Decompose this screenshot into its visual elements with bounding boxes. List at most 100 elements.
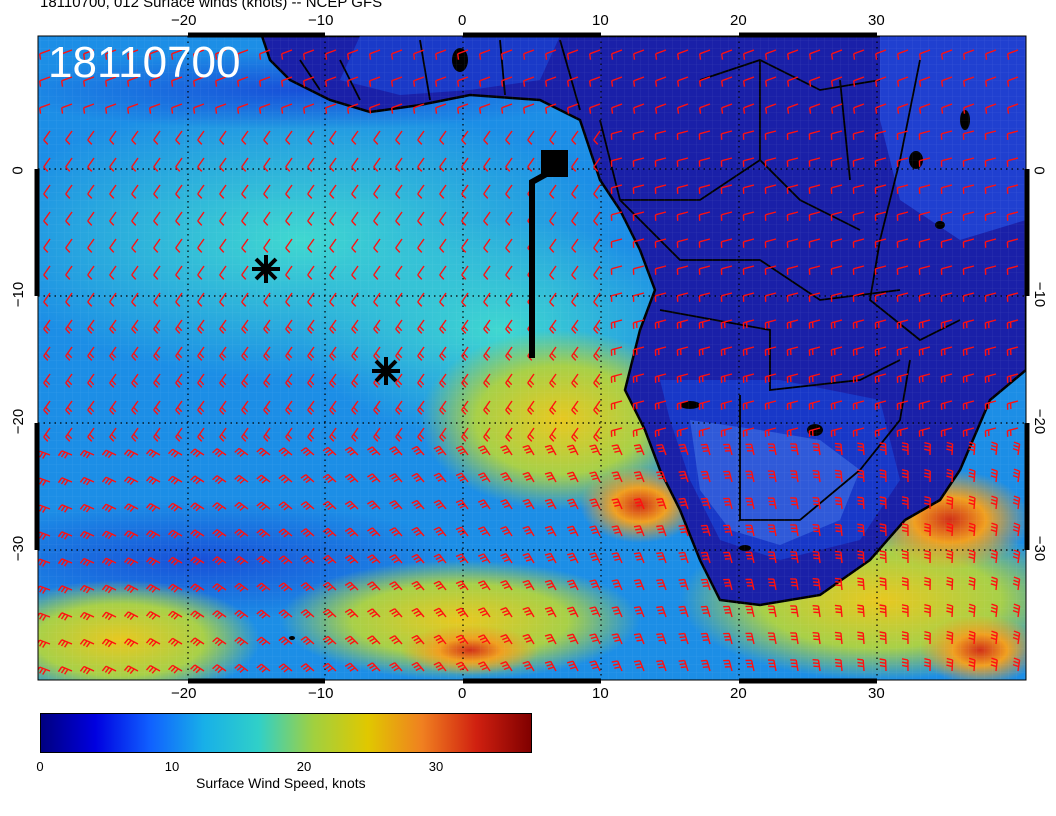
wind-barb [237,49,249,60]
wind-barb [656,498,667,510]
wind-barb [549,400,557,415]
wind-barb [830,238,843,248]
wind-barb [852,265,865,275]
wind-barb [567,606,579,618]
wind-barb [351,400,359,415]
wind-barb [812,497,821,510]
wind-barb [478,499,491,510]
wind-barb [197,346,205,361]
wind-barb [439,346,447,361]
wind-barb [610,346,623,356]
wind-barb [219,265,227,280]
wind-barb [281,103,293,114]
wind-barb [611,471,623,483]
wind-barb [57,504,73,513]
wind-barb [87,265,95,280]
wind-barb [461,238,469,253]
wind-barb [897,103,909,114]
wind-barb [698,292,711,302]
wind-barb [433,634,447,645]
wind-barb [874,346,887,356]
wind-barb [171,103,183,114]
wind-barb [329,292,337,307]
wind-barb [632,346,645,356]
wind-barb [237,103,249,114]
wind-barb [830,400,843,410]
wind-barb [896,265,909,275]
wind-barb [633,606,645,618]
wind-barb [389,554,403,564]
wind-barb [175,184,183,199]
wind-barb [940,373,953,383]
wind-barb [632,400,645,410]
wind-barb [593,427,601,442]
wind-barb [830,427,843,437]
wind-barb [505,130,513,145]
wind-barb [678,632,689,645]
wind-barb [633,49,645,60]
wind-barb [79,584,95,594]
wind-barb [990,468,998,483]
wind-barb [123,638,139,648]
wind-barb [857,550,865,564]
wind-barb [344,473,359,483]
wind-barb [395,211,403,226]
wind-barb [417,373,425,388]
wind-barb [433,526,447,537]
wind-barb [79,638,95,648]
wind-barb [676,373,689,383]
wind-barb [879,658,887,672]
wind-barb [940,346,953,356]
wind-barb [439,292,447,307]
wind-barb [101,449,117,459]
wind-barb [745,470,755,483]
wind-barb [109,373,117,388]
wind-barb [373,400,381,415]
wind-barb [285,427,293,442]
wind-barb [219,292,227,307]
wind-barb [611,660,623,672]
wind-barb [500,526,513,537]
wind-barb [417,400,425,415]
wind-barb [812,524,821,537]
wind-barb [654,346,667,356]
wind-barb [984,157,997,167]
wind-barb [984,319,997,329]
wind-barb [483,400,491,415]
wind-barb [831,103,843,114]
wind-barb [389,527,403,537]
wind-barb [457,76,469,87]
wind-barb [1006,211,1019,221]
wind-barb [149,103,161,114]
wind-barb [483,211,491,226]
wind-barb [742,265,755,275]
wind-barb [655,76,667,87]
lon-label-top: 10 [592,12,609,29]
wind-barb [307,427,315,442]
wind-barb [808,265,821,275]
wind-barb [852,211,865,221]
wind-barb [167,529,183,539]
wind-barb [241,400,249,415]
wind-barb [329,346,337,361]
colorbar [40,713,532,753]
wind-barb [571,346,579,361]
wind-barb [874,427,887,437]
wind-barb [968,468,976,483]
wind-barb [918,427,931,437]
wind-barb [123,503,139,513]
wind-barb [745,524,755,537]
wind-barb [990,441,998,456]
wind-barb [212,502,227,512]
wind-barb [307,265,315,280]
wind-barb [723,551,733,564]
wind-barb [234,636,249,646]
wind-barb [411,607,425,618]
wind-barb [455,499,469,510]
wind-barb [765,76,777,87]
lat-label-right: −20 [1031,408,1049,435]
wind-barb [830,319,843,329]
wind-barb [677,76,689,87]
wind-barb [435,103,447,114]
wind-barb [990,603,998,618]
